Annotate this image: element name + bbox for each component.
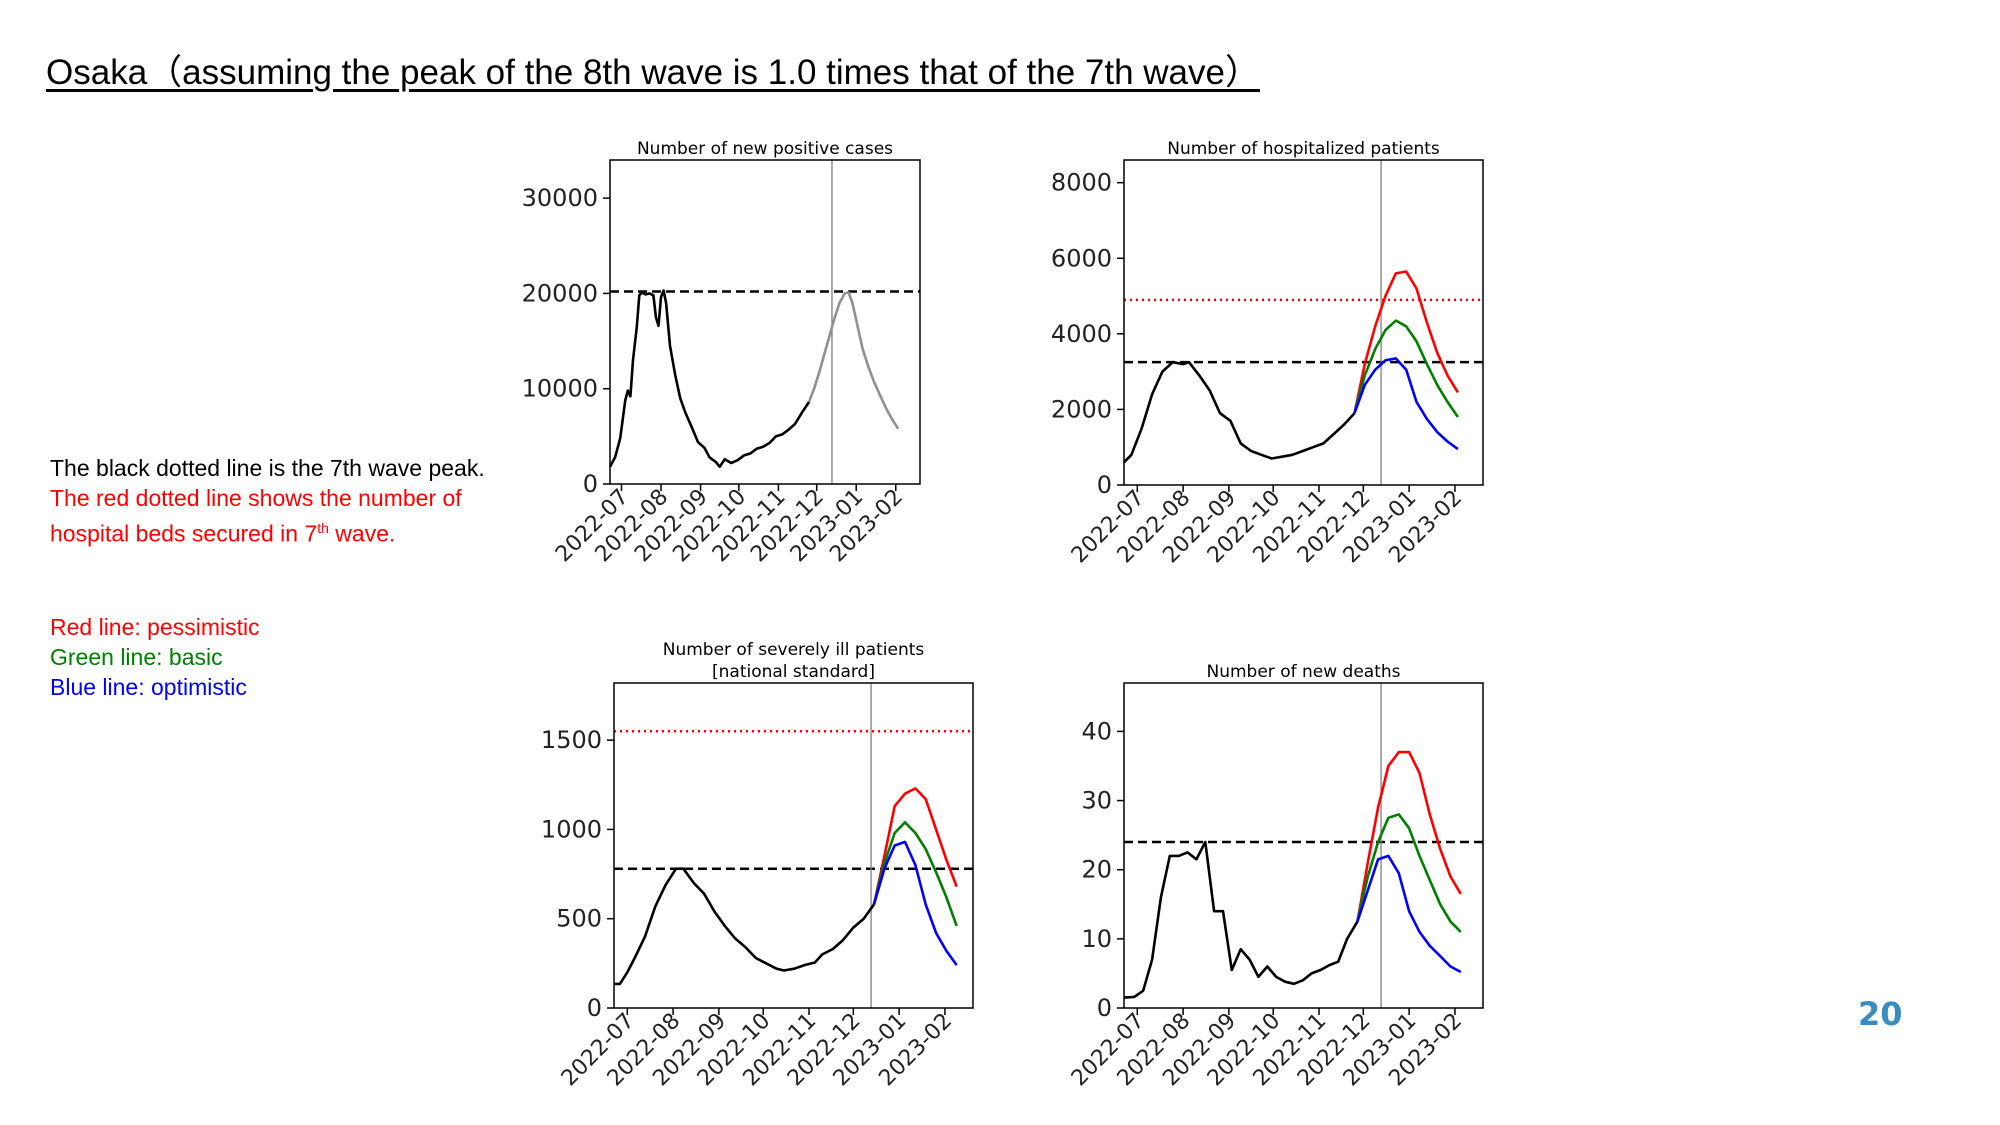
y-tick-label: 30000 [522,184,598,212]
series-observed-line [614,867,876,986]
chart-severely-ill-patients: Number of severely ill patients[national… [541,640,974,1091]
y-tick-label: 0 [587,994,602,1022]
chart-title: Number of new deaths [1207,662,1401,682]
y-tick-label: 8000 [1051,169,1112,197]
series-pessimistic-line [1353,270,1460,414]
note-red-dotted-2-sup: th [317,520,329,536]
y-tick-label: 2000 [1051,395,1112,423]
series-basic-line [1353,319,1459,418]
series-optimistic-line [1356,854,1462,974]
chart-hospitalized-patients: Number of hospitalized patients 0 2000 4000… [1051,139,1484,568]
y-tick-label: 20000 [522,279,598,307]
series-basic-line [872,821,958,927]
plot-frame [609,159,921,485]
y-tick-label: 0 [1097,471,1112,499]
y-tick-label: 1500 [541,726,602,754]
series-observed-line [608,289,811,469]
plot-frame [613,682,974,1009]
note-red-dotted-1: The red dotted line shows the number of [50,485,462,511]
y-tick-label: 4000 [1051,320,1112,348]
chart-title: Number of severely ill patients [663,640,925,660]
page-number: 20 [1858,995,1903,1033]
y-tick-label: 10000 [522,375,598,403]
series-basic-line [1356,813,1462,933]
chart-new-deaths: Number of new deaths0102030402022-072022… [1067,662,1484,1091]
y-tick-label: 20 [1081,856,1112,884]
chart-subtitle: [national standard] [712,662,875,682]
note-red-dotted-2: hospital beds secured in 7th wave. [50,513,395,549]
y-tick-label: 10 [1081,925,1112,953]
y-tick-label: 1000 [541,815,602,843]
plot-frame [1123,682,1484,1009]
legend-green-line: Green line: basic [50,644,223,670]
y-tick-label: 500 [556,905,602,933]
chart-title: Number of new positive cases [637,139,893,159]
series-projection-line [807,291,900,430]
series-pessimistic-line [1356,750,1462,922]
note-black-dotted: The black dotted line is the 7th wave pe… [50,455,485,481]
legend-red-line: Red line: pessimistic [50,614,260,640]
series-optimistic-line [872,840,958,966]
slide-title: Osaka（assuming the peak of the 8th wave … [46,53,1260,92]
y-tick-label: 0 [1097,994,1112,1022]
plot-frame [1123,159,1484,486]
y-tick-label: 6000 [1051,244,1112,272]
y-tick-label: 30 [1081,787,1112,815]
y-tick-label: 0 [583,470,598,498]
chart-title: Number of hospitalized patients [1167,139,1440,159]
chart-new-positive-cases: Number of new positive cases 0 10000 20000 3… [522,139,921,567]
note-red-dotted-2-end: wave. [328,520,396,547]
series-observed-line [1123,360,1356,464]
legend-blue-line: Blue line: optimistic [50,674,247,700]
note-red-dotted-2-text: hospital beds secured in 7 [50,520,318,547]
y-tick-label: 40 [1081,717,1112,745]
series-pessimistic-line [872,787,958,905]
series-observed-line [1123,840,1359,999]
series-optimistic-line [1353,357,1459,451]
